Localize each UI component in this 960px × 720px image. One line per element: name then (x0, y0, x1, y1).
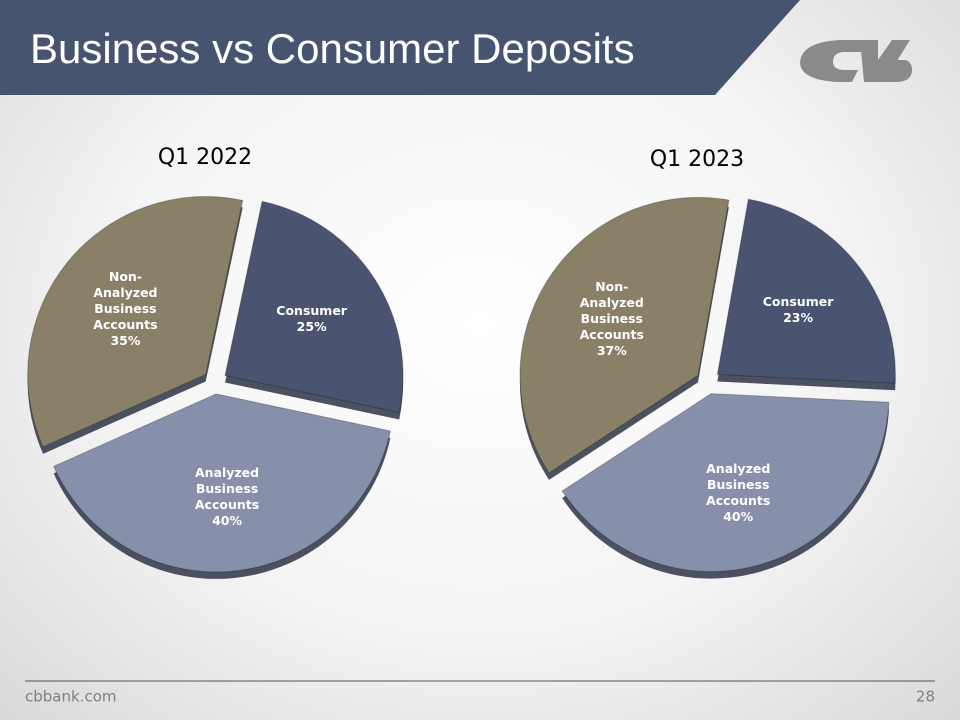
slice (27, 196, 244, 448)
slice-label: Non-Analyzed Business Accounts 37% (570, 279, 654, 359)
slice-label: Analyzed Business Accounts 40% (185, 465, 269, 529)
slice-label: Consumer 25% (270, 303, 354, 335)
slice (224, 200, 404, 414)
slice (519, 196, 730, 474)
slice (52, 393, 391, 573)
category-label: Consumer (762, 294, 834, 310)
value-label: 25% (296, 319, 327, 335)
category-label: Analyzed Business Accounts (706, 461, 771, 509)
category-label: Consumer (276, 303, 347, 319)
value-label: 37% (596, 342, 627, 358)
category-label: Non-Analyzed Business Accounts (93, 269, 158, 333)
value-label: 23% (783, 310, 813, 326)
page-number: 28 (916, 688, 935, 706)
slice (561, 393, 890, 573)
value-label: 35% (110, 333, 141, 349)
slide-title: Business vs Consumer Deposits (30, 25, 635, 72)
header-band (0, 0, 800, 95)
pie-title: Q1 2023 (650, 147, 744, 172)
category-label: Non-Analyzed Business Accounts (579, 278, 644, 342)
value-label: 40% (723, 509, 754, 525)
slice-label: Non-Analyzed Business Accounts 35% (83, 269, 167, 349)
pie-title: Q1 2022 (158, 145, 252, 170)
slice (716, 198, 896, 384)
slice-label: Analyzed Business Accounts 40% (696, 461, 780, 525)
logo (800, 40, 913, 82)
slice-label: Consumer 23% (756, 294, 840, 326)
value-label: 40% (212, 512, 242, 528)
footer-website: cbbank.com (25, 688, 116, 706)
category-label: Analyzed Business Accounts (194, 464, 260, 512)
